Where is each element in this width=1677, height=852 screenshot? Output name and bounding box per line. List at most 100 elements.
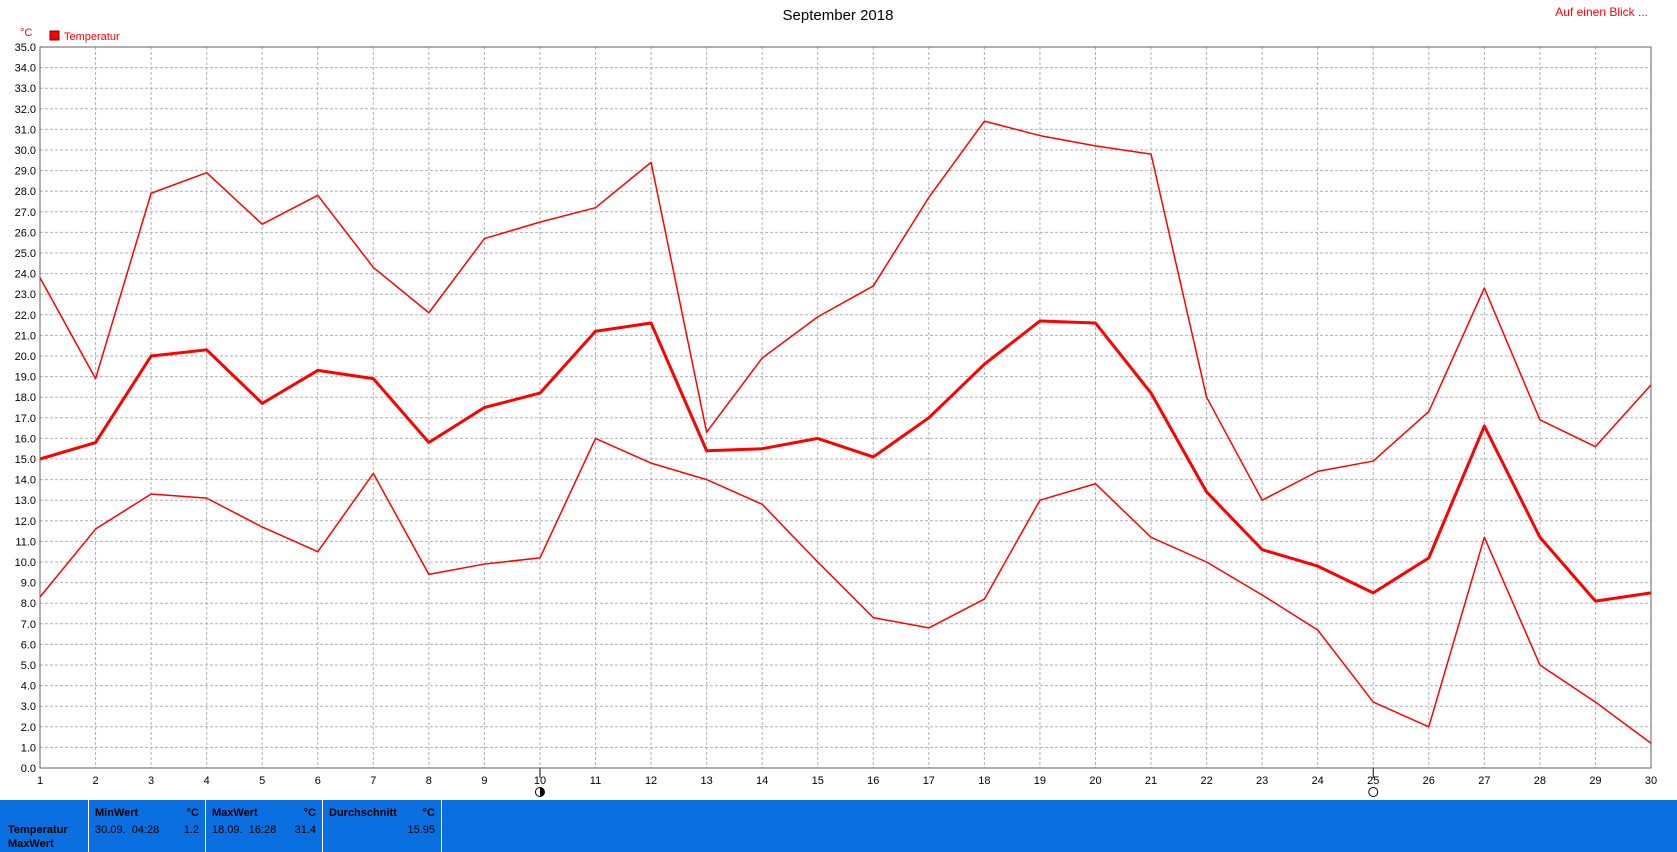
stats-avg-value: 15.95 xyxy=(407,824,435,836)
y-tick-label: 33.0 xyxy=(15,83,36,95)
y-tick-label: 30.0 xyxy=(15,145,36,157)
y-axis-ticks: 0.0 1.0 2.0 3.0 4.0 5.0 6.0 7.0 8.0 9.0 10.0 11.0 12… xyxy=(15,42,36,775)
y-tick-label: 13.0 xyxy=(15,495,36,507)
y-tick-label: 2.0 xyxy=(21,722,36,734)
temperature-chart: September 2018 Auf einen Blick ... °C Te… xyxy=(15,5,1657,797)
x-tick-label: 26 xyxy=(1423,775,1435,787)
y-tick-label: 35.0 xyxy=(15,42,36,54)
x-tick-label: 13 xyxy=(700,775,712,787)
legend-entry-temperatur: Temperatur xyxy=(64,31,120,43)
x-tick-label: 19 xyxy=(1034,775,1046,787)
at-a-glance-link[interactable]: Auf einen Blick ... xyxy=(1555,5,1648,19)
grid xyxy=(39,46,1652,769)
y-tick-label: 3.0 xyxy=(21,701,36,713)
y-tick-label: 17.0 xyxy=(15,413,36,425)
x-tick-label: 18 xyxy=(978,775,990,787)
y-tick-label: 7.0 xyxy=(21,619,36,631)
y-tick-label: 24.0 xyxy=(15,269,36,281)
stats-max-box: MaxWert °C 18.09. 16:28 31.4 xyxy=(205,800,323,852)
x-tick-label: 14 xyxy=(756,775,768,787)
series-line-avg xyxy=(39,319,1652,603)
x-tick-label: 24 xyxy=(1312,775,1324,787)
y-tick-label: 18.0 xyxy=(15,392,36,404)
x-tick-label: 20 xyxy=(1089,775,1101,787)
x-tick-label: 1 xyxy=(37,775,43,787)
y-tick-label: 19.0 xyxy=(15,372,36,384)
stats-avg-header: Durchschnitt xyxy=(329,807,397,819)
x-tick-label: 6 xyxy=(315,775,321,787)
x-tick-label: 2 xyxy=(92,775,98,787)
y-tick-label: 0.0 xyxy=(21,763,36,775)
y-tick-label: 32.0 xyxy=(15,104,36,116)
x-tick-label: 23 xyxy=(1256,775,1268,787)
y-tick-label: 21.0 xyxy=(15,330,36,342)
stats-row-label-temperatur: Temperatur xyxy=(8,824,68,836)
x-tick-label: 11 xyxy=(590,775,601,787)
y-tick-label: 1.0 xyxy=(21,742,36,754)
x-axis-ticks: 1 2 3 4 5 6 7 8 9 10 11 12 13 14 15 16 17 18 19 20 21 22 23 24 2… xyxy=(37,775,1657,787)
y-tick-label: 9.0 xyxy=(21,578,36,590)
stats-min-header: MinWert xyxy=(95,807,139,819)
x-tick-label: 4 xyxy=(204,775,210,787)
x-tick-label: 21 xyxy=(1145,775,1157,787)
x-tick-label: 28 xyxy=(1534,775,1546,787)
x-tick-label: 8 xyxy=(426,775,432,787)
stats-max-value: 31.4 xyxy=(294,824,316,836)
stats-min-box: MinWert °C 30.09. 04:28 1.2 xyxy=(88,800,206,852)
legend-swatch xyxy=(49,30,60,41)
x-tick-label: 7 xyxy=(370,775,376,787)
x-tick-label: 22 xyxy=(1200,775,1212,787)
y-tick-label: 22.0 xyxy=(15,310,36,322)
y-tick-label: 8.0 xyxy=(21,598,36,610)
stats-row-label-maxwert: MaxWert xyxy=(8,838,54,850)
y-tick-label: 15.0 xyxy=(15,454,36,466)
stats-max-date: 18.09. 16:28 xyxy=(212,824,277,836)
x-tick-label: 27 xyxy=(1478,775,1490,787)
y-tick-label: 34.0 xyxy=(15,63,36,75)
y-tick-label: 25.0 xyxy=(15,248,36,260)
stats-min-date: 30.09. 04:28 xyxy=(95,824,160,836)
stats-avg-unit: °C xyxy=(422,807,435,819)
x-tick-label: 16 xyxy=(867,775,879,787)
statistics-bar: Temperatur MaxWert MinWert °C 30.09. 04:… xyxy=(0,800,1677,852)
y-tick-label: 27.0 xyxy=(15,207,36,219)
stats-min-value: 1.2 xyxy=(183,824,199,836)
moon-markers xyxy=(534,768,1379,797)
stats-avg-box: Durchschnitt °C 15.95 xyxy=(322,800,442,852)
series-line-min xyxy=(39,437,1652,744)
series-lines xyxy=(39,120,1652,744)
plot-frame xyxy=(39,46,1652,769)
x-tick-label: 25 xyxy=(1367,775,1379,787)
y-tick-label: 5.0 xyxy=(21,660,36,672)
x-tick-label: 10 xyxy=(534,775,546,787)
y-tick-label: 10.0 xyxy=(15,557,36,569)
y-tick-label: 6.0 xyxy=(21,639,36,651)
y-tick-label: 12.0 xyxy=(15,516,36,528)
series-line-max xyxy=(39,120,1652,501)
y-axis-unit-label: °C xyxy=(20,27,32,39)
y-tick-label: 16.0 xyxy=(15,433,36,445)
y-tick-label: 31.0 xyxy=(15,124,36,136)
new-moon-shadow xyxy=(539,787,545,797)
y-tick-label: 28.0 xyxy=(15,186,36,198)
x-tick-label: 3 xyxy=(148,775,154,787)
x-tick-label: 30 xyxy=(1645,775,1657,787)
y-tick-label: 14.0 xyxy=(15,475,36,487)
stats-min-unit: °C xyxy=(186,807,199,819)
chart-title: September 2018 xyxy=(783,7,894,24)
x-tick-label: 9 xyxy=(481,775,487,787)
x-tick-label: 12 xyxy=(645,775,657,787)
y-tick-label: 11.0 xyxy=(15,536,36,548)
x-tick-label: 5 xyxy=(259,775,265,787)
x-tick-label: 29 xyxy=(1589,775,1601,787)
stats-max-header: MaxWert xyxy=(212,807,258,819)
x-tick-label: 17 xyxy=(923,775,935,787)
stats-max-unit: °C xyxy=(303,807,316,819)
full-moon-icon xyxy=(1368,787,1379,797)
x-tick-label: 15 xyxy=(812,775,824,787)
y-tick-label: 20.0 xyxy=(15,351,36,363)
y-tick-label: 23.0 xyxy=(15,289,36,301)
y-tick-label: 4.0 xyxy=(21,681,36,693)
y-tick-label: 29.0 xyxy=(15,166,36,178)
y-tick-label: 26.0 xyxy=(15,227,36,239)
